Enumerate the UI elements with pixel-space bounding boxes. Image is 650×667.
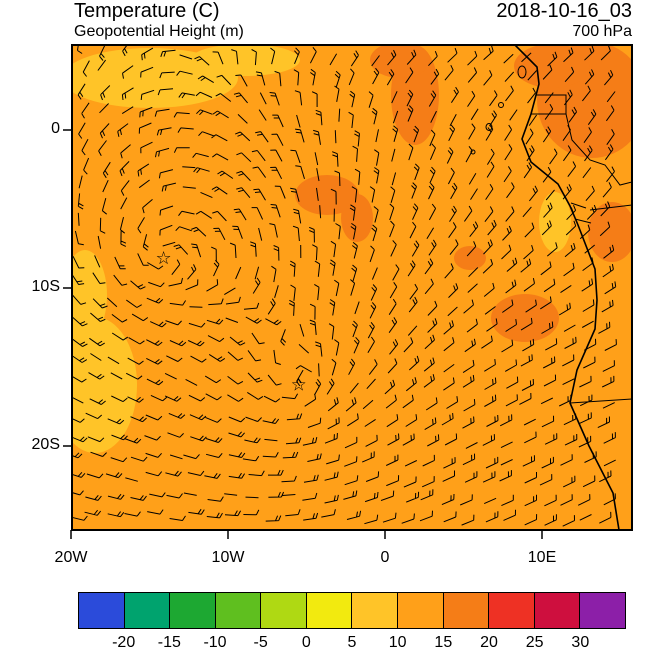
country-border bbox=[570, 202, 592, 224]
figure-title: Temperature (C) bbox=[74, 0, 220, 22]
colorbar-cell bbox=[260, 592, 307, 629]
warm-patch bbox=[341, 194, 373, 242]
colorbar-cell bbox=[351, 592, 399, 629]
cool-patch bbox=[72, 250, 107, 340]
colorbar-tick-label: 10 bbox=[388, 634, 407, 651]
x-axis-tick-label: 10W bbox=[211, 549, 245, 566]
low-center-star: ☆ bbox=[291, 374, 307, 395]
cool-patch bbox=[539, 192, 571, 252]
y-axis-tick-label: 0 bbox=[51, 120, 60, 137]
geography-layer bbox=[470, 45, 632, 530]
cool-patch bbox=[190, 45, 300, 76]
wind-barbs-layer bbox=[72, 45, 617, 527]
colorbar-labels: -20 -15 -10 -5 0 5 10 15 20 25 30 bbox=[0, 634, 650, 656]
colorbar-cell bbox=[123, 592, 171, 629]
x-axis-tick-label: 20W bbox=[54, 549, 88, 566]
valid-datetime: 2018-10-16_03 bbox=[496, 0, 632, 22]
x-axis-tick-label: 0 bbox=[380, 549, 390, 566]
colorbar-tick-label: 25 bbox=[525, 634, 544, 651]
axis-ticks bbox=[63, 129, 543, 539]
colorbar-tick-label: -5 bbox=[253, 634, 268, 651]
colorbar-tick-label: 15 bbox=[434, 634, 453, 651]
colorbar-cell bbox=[214, 592, 262, 629]
island-outline bbox=[485, 123, 493, 131]
map-border bbox=[71, 44, 633, 531]
country-border bbox=[569, 398, 632, 404]
country-border bbox=[536, 94, 567, 114]
x-axis-tick-label: 10E bbox=[527, 549, 557, 566]
warm-patch bbox=[295, 175, 359, 215]
warm-patch bbox=[514, 45, 590, 88]
colorbar-cell bbox=[305, 592, 353, 629]
colorbar-tick-label: -10 bbox=[203, 634, 227, 651]
colorbar-tick-label: -20 bbox=[112, 634, 136, 651]
temperature-fill-layer bbox=[72, 45, 632, 530]
warm-patch bbox=[588, 202, 632, 262]
colorbar bbox=[78, 592, 626, 629]
colorbar-cell bbox=[78, 592, 125, 629]
island-outline bbox=[470, 149, 476, 155]
warm-patch bbox=[491, 294, 559, 342]
island-outline bbox=[517, 65, 527, 79]
island-outline bbox=[498, 102, 504, 108]
colorbar-tick-label: -15 bbox=[157, 634, 181, 651]
low-center-star: ☆ bbox=[156, 248, 172, 269]
colorbar-cell bbox=[169, 592, 216, 629]
figure-subtitle: Geopotential Height (m) bbox=[74, 23, 244, 40]
colorbar-cell bbox=[488, 592, 535, 629]
cool-patch bbox=[72, 317, 137, 453]
colorbar-tick-label: 20 bbox=[480, 634, 498, 651]
colorbar-tick-label: 0 bbox=[301, 634, 311, 651]
pressure-level: 700 hPa bbox=[572, 23, 632, 40]
africa-coastline-path bbox=[514, 45, 620, 530]
colorbar-cell bbox=[533, 592, 581, 629]
y-axis-tick-label: 10S bbox=[31, 278, 60, 295]
colorbar-tick-label: 30 bbox=[571, 634, 590, 651]
low-center-markers: ☆☆ bbox=[156, 248, 307, 395]
warm-patch bbox=[370, 45, 430, 78]
warm-patch bbox=[454, 246, 486, 270]
y-axis-tick-label: 20S bbox=[31, 436, 60, 453]
colorbar-tick-label: 5 bbox=[347, 634, 357, 651]
colorbar-cell bbox=[397, 592, 444, 629]
colorbar-cell bbox=[579, 592, 626, 629]
country-border bbox=[589, 204, 632, 211]
colorbar-cell bbox=[442, 592, 490, 629]
